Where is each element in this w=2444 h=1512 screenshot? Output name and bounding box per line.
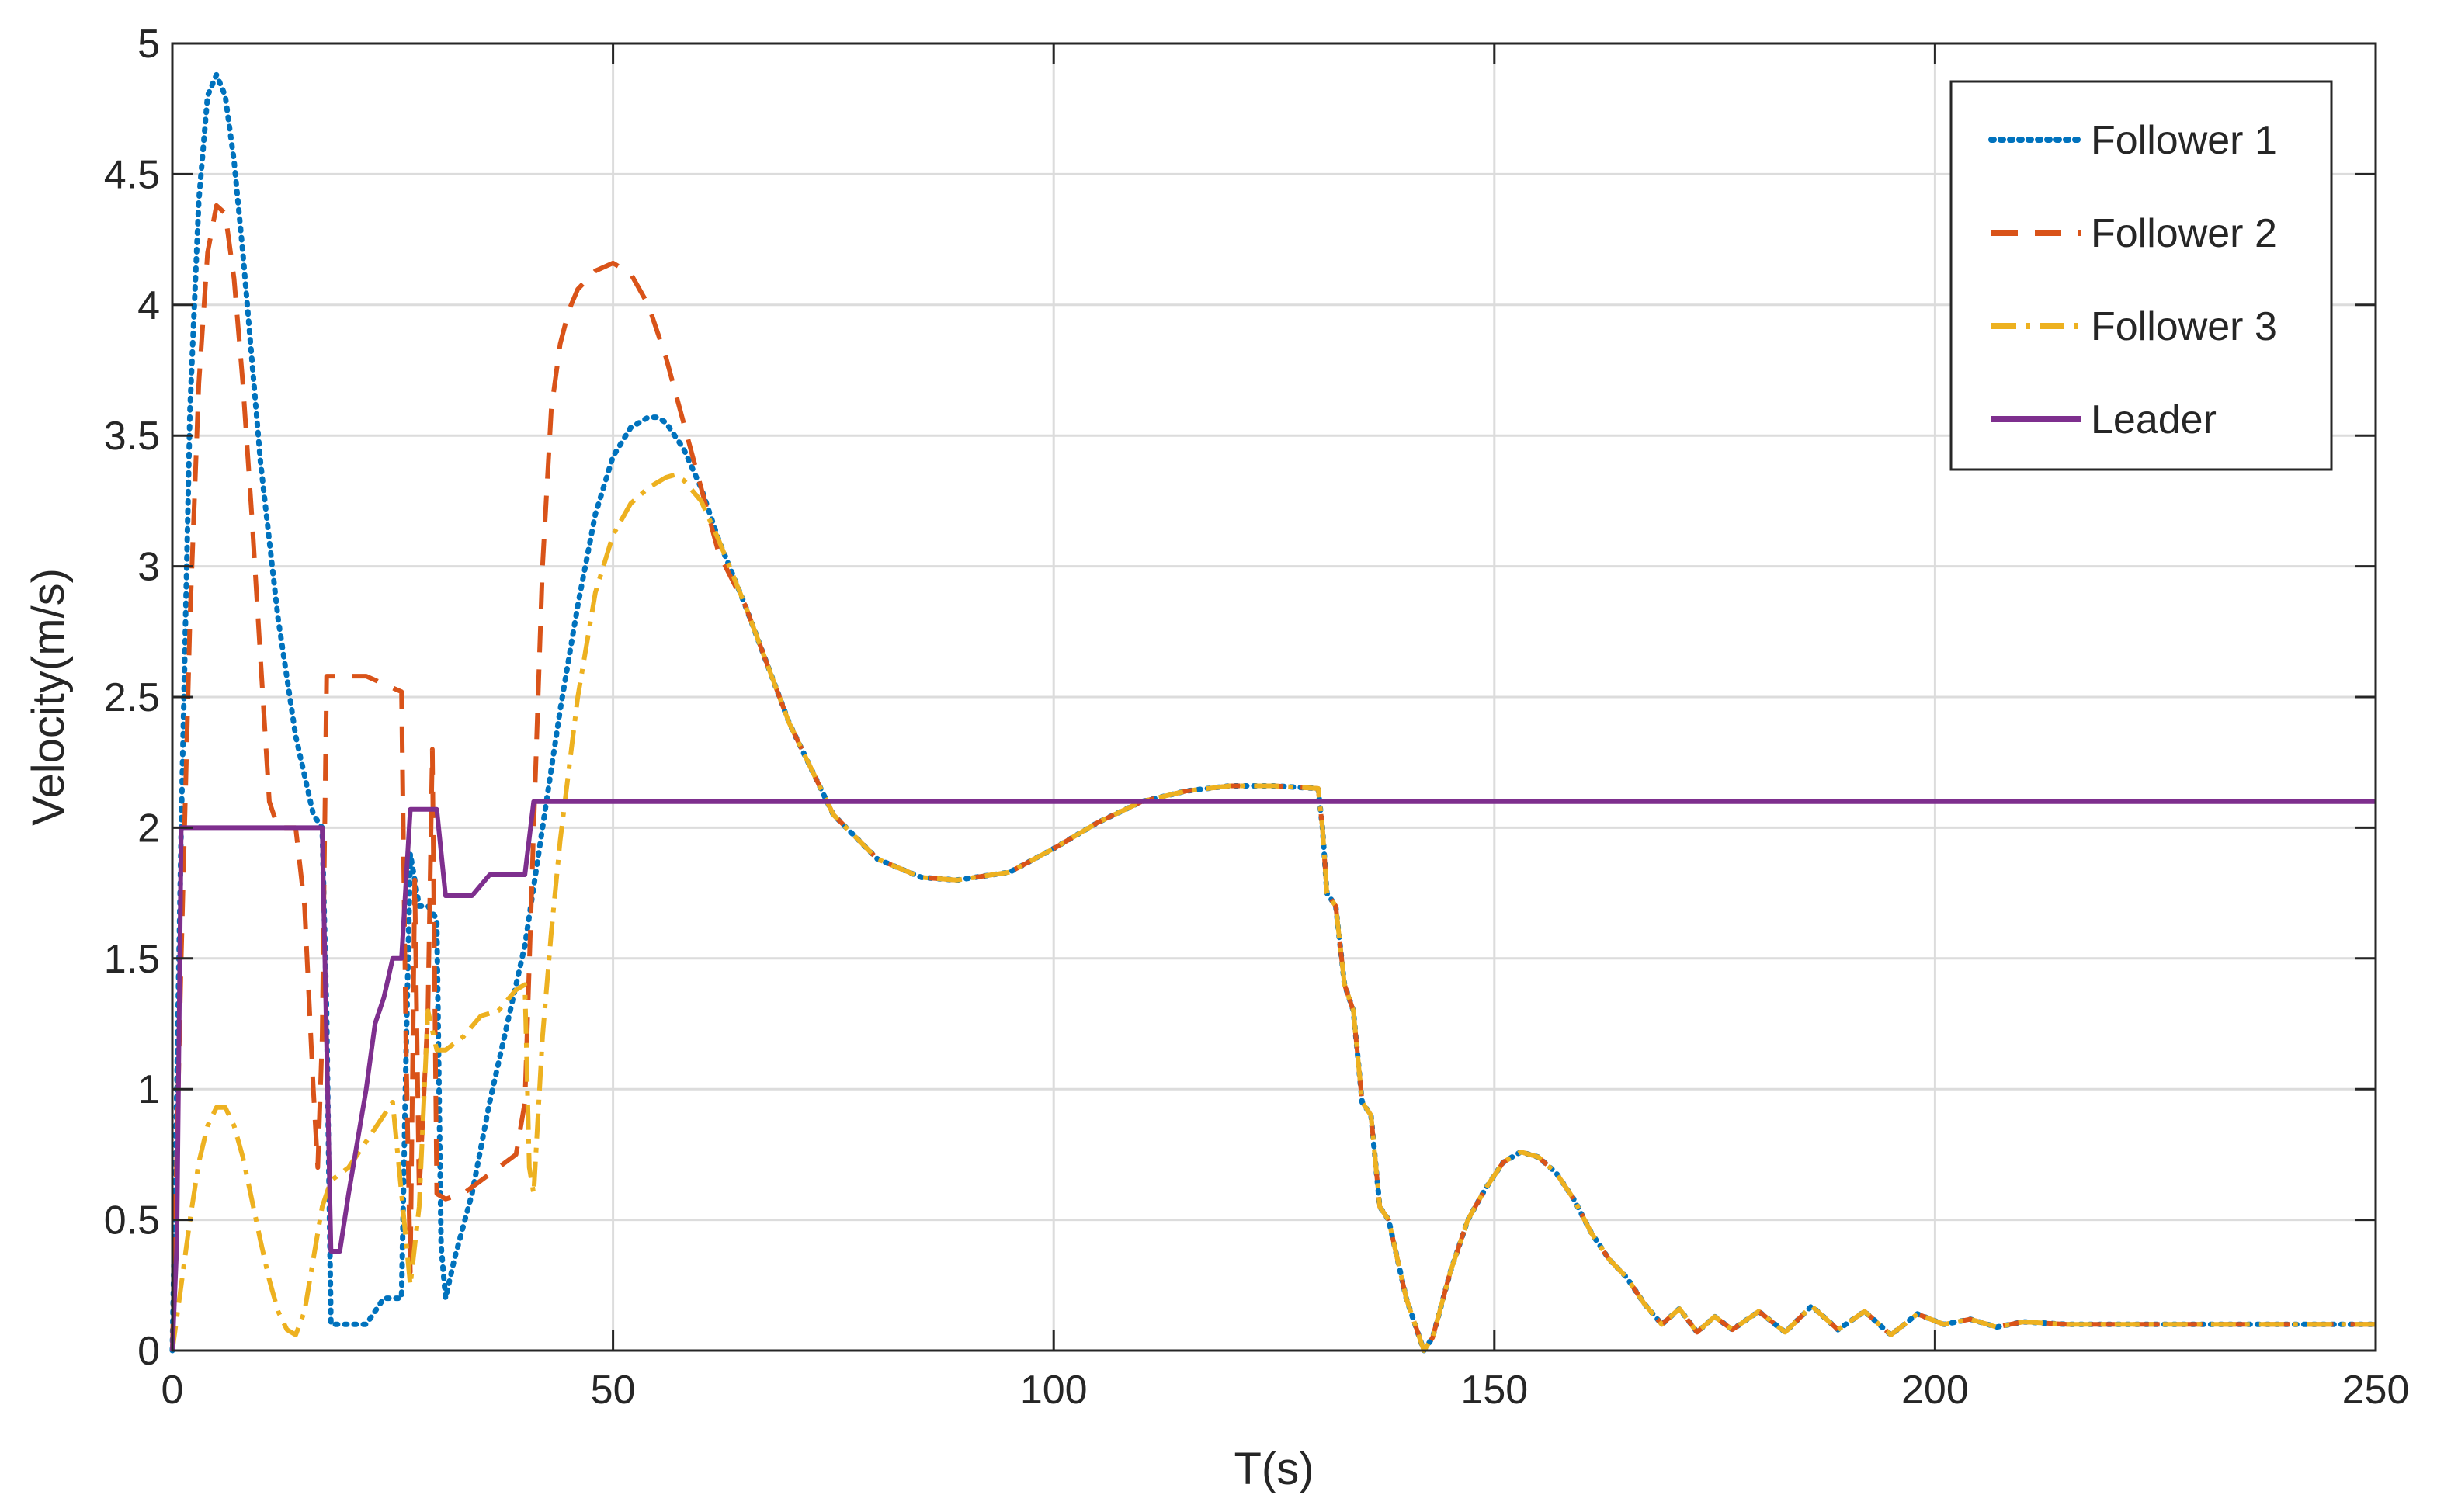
x-tick-label: 200	[1901, 1368, 1969, 1413]
legend-label-follower-3: Follower 3	[2091, 304, 2277, 349]
tick-marks	[171, 42, 2377, 1352]
y-tick-label: 5	[137, 22, 160, 67]
legend-label-leader: Leader	[2091, 397, 2217, 442]
y-tick-label: 0.5	[104, 1198, 160, 1243]
x-tick-label: 50	[591, 1368, 636, 1413]
x-axis-label: T(s)	[1234, 1444, 1314, 1494]
legend-entry-follower-2: Follower 2	[1991, 211, 2277, 256]
legend-box	[1949, 80, 2333, 471]
legend-label-follower-2: Follower 2	[2091, 211, 2277, 256]
series-line-leader	[170, 799, 2376, 1351]
x-tick-labels: 0 50 100 150 200 250	[161, 1368, 2410, 1413]
y-tick-labels: 0 0.5 1 1.5 2 2.5 3 3.5 4 4.5 5	[104, 22, 160, 1374]
y-tick-label: 4	[137, 283, 160, 328]
y-tick-label: 0	[137, 1329, 160, 1374]
y-tick-label: 3.5	[104, 414, 160, 459]
legend-label-follower-1: Follower 1	[2091, 118, 2277, 163]
series-line-follower-3	[170, 472, 2376, 1353]
y-tick-label: 2	[137, 806, 160, 851]
y-tick-label: 1.5	[104, 937, 160, 982]
x-tick-label: 0	[161, 1368, 184, 1413]
y-tick-label: 3	[137, 545, 160, 590]
x-tick-label: 150	[1460, 1368, 1528, 1413]
y-axis-label: Velocity(m/s)	[23, 568, 74, 826]
y-tick-label: 4.5	[104, 152, 160, 197]
legend: Follower 1 Follower 2 Follower 3 Leader	[1949, 80, 2333, 471]
x-tick-label: 250	[2342, 1368, 2410, 1413]
series-lines	[169, 71, 2379, 1354]
x-tick-label: 100	[1020, 1368, 1088, 1413]
y-tick-label: 2.5	[104, 675, 160, 720]
legend-entry-follower-1: Follower 1	[1988, 118, 2277, 163]
legend-entry-leader: Leader	[1991, 397, 2217, 442]
y-tick-label: 1	[137, 1067, 160, 1112]
legend-entry-follower-3: Follower 3	[1991, 304, 2277, 349]
